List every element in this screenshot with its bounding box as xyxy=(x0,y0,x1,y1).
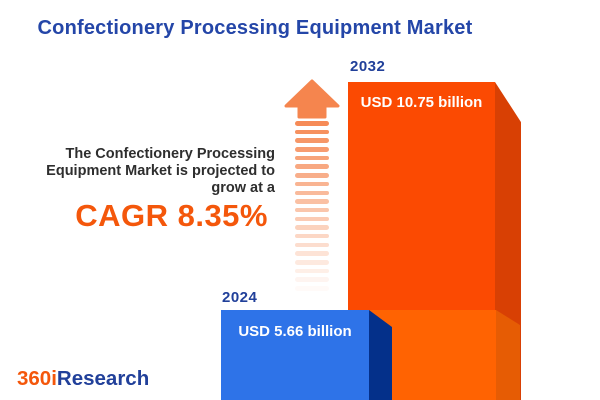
description-line-3: grow at a xyxy=(211,180,275,196)
cagr-value-text: CAGR 8.35% xyxy=(75,198,268,233)
year-label-2032: 2032 xyxy=(350,58,386,75)
bar-2032-base-segment-side xyxy=(496,310,520,400)
bar-value-2024: USD 5.66 billion xyxy=(238,323,352,340)
growth-arrow-icon xyxy=(283,77,341,293)
year-label-2024: 2024 xyxy=(222,289,258,306)
arrow-head-icon xyxy=(284,79,340,119)
logo-part-research: Research xyxy=(56,367,150,390)
description-line-2: Equipment Market is projected to xyxy=(46,163,275,179)
arrow-dashed-trail xyxy=(283,121,341,295)
description-line-1: The Confectionery Processing xyxy=(65,146,276,162)
page-title: Confectionery Processing Equipment Marke… xyxy=(37,17,473,39)
company-logo: 360iResearch xyxy=(17,367,149,391)
logo-part-360i: 360i xyxy=(17,367,57,390)
description-text: The Confectionery Processing Equipment M… xyxy=(46,146,275,197)
bar-2024-front-face xyxy=(221,310,369,400)
bar-value-2032: USD 10.75 billion xyxy=(360,94,483,111)
bar-2024-side-face xyxy=(369,310,392,400)
